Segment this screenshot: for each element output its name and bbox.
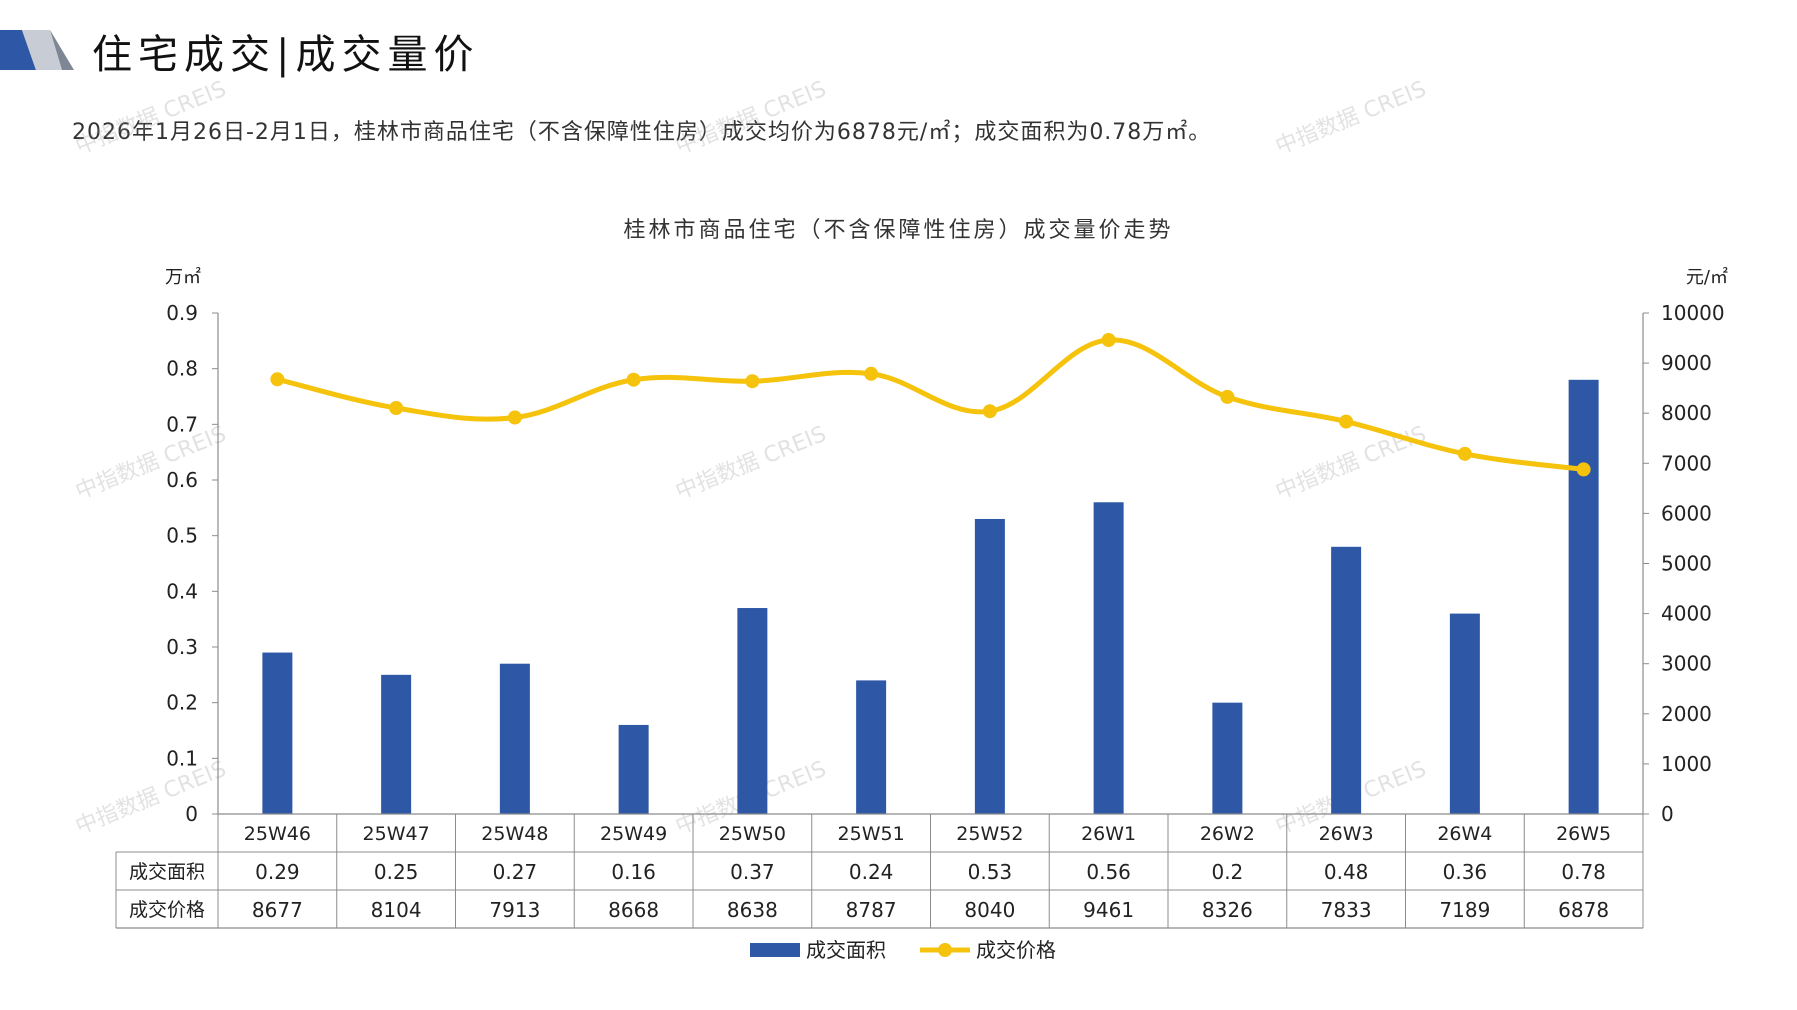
y-tick-label-left: 0.1 bbox=[166, 746, 198, 770]
y-tick-label-right: 2000 bbox=[1661, 702, 1712, 726]
bar-25W47 bbox=[381, 674, 412, 814]
price-point-25W46 bbox=[270, 372, 285, 387]
x-tick-label: 25W48 bbox=[481, 823, 548, 845]
x-tick-label: 26W3 bbox=[1319, 823, 1374, 845]
bar-25W46 bbox=[262, 652, 293, 814]
bar-25W49 bbox=[618, 724, 649, 814]
y-tick-label-left: 0.5 bbox=[166, 524, 198, 548]
price-point-26W5 bbox=[1576, 462, 1591, 477]
x-tick-label: 26W4 bbox=[1437, 823, 1492, 845]
x-tick-label: 25W46 bbox=[244, 823, 311, 845]
x-tick-label: 25W51 bbox=[838, 823, 905, 845]
y-tick-label-left: 0.4 bbox=[166, 579, 198, 603]
bar-26W1 bbox=[1093, 502, 1124, 814]
legend-swatch-marker bbox=[938, 943, 952, 957]
bar-26W3 bbox=[1331, 546, 1362, 814]
y-tick-label-right: 3000 bbox=[1661, 652, 1712, 676]
x-tick-label: 26W5 bbox=[1556, 823, 1611, 845]
y-tick-label-left: 0.2 bbox=[166, 691, 198, 715]
y-tick-label-left: 0.9 bbox=[166, 301, 198, 325]
chart-title: 桂林市商品住宅（不含保障性住房）成交量价走势 bbox=[623, 218, 1174, 243]
table-row-label: 成交面积 bbox=[129, 861, 205, 883]
logo-mark bbox=[0, 30, 74, 70]
x-tick-label: 26W2 bbox=[1200, 823, 1255, 845]
price-point-25W50 bbox=[745, 374, 760, 389]
data-label-area: 0.25 bbox=[374, 860, 419, 884]
price-point-26W3 bbox=[1339, 414, 1354, 429]
data-label-price: 8677 bbox=[252, 898, 303, 922]
data-label-price: 8638 bbox=[727, 898, 778, 922]
data-label-area: 0.27 bbox=[493, 860, 538, 884]
data-label-area: 0.48 bbox=[1324, 860, 1369, 884]
data-label-price: 7833 bbox=[1321, 898, 1372, 922]
summary-text: 2026年1月26日-2月1日，桂林市商品住宅（不含保障性住房）成交均价为687… bbox=[72, 120, 1212, 145]
x-tick-label: 25W50 bbox=[719, 823, 786, 845]
data-label-area: 0.16 bbox=[611, 860, 656, 884]
data-label-area: 0.24 bbox=[849, 860, 894, 884]
data-label-area: 0.78 bbox=[1561, 860, 1606, 884]
bar-25W51 bbox=[856, 680, 887, 814]
data-label-area: 0.37 bbox=[730, 860, 775, 884]
y-tick-label-right: 8000 bbox=[1661, 401, 1712, 425]
data-label-price: 8787 bbox=[846, 898, 897, 922]
y-axis-unit-left: 万㎡ bbox=[165, 266, 201, 288]
x-tick-label: 25W49 bbox=[600, 823, 667, 845]
bar-25W48 bbox=[499, 663, 530, 814]
bar-25W50 bbox=[737, 608, 768, 814]
y-tick-label-right: 9000 bbox=[1661, 351, 1712, 375]
page-header: 住宅成交|成交量价 2026年1月26日-2月1日，桂林市商品住宅（不含保障性住… bbox=[0, 0, 1797, 145]
price-point-26W2 bbox=[1220, 389, 1235, 404]
data-label-price: 8326 bbox=[1202, 898, 1253, 922]
data-label-price: 7913 bbox=[489, 898, 540, 922]
bar-26W2 bbox=[1212, 702, 1243, 814]
y-tick-label-left: 0.6 bbox=[166, 468, 198, 492]
y-tick-label-right: 5000 bbox=[1661, 552, 1712, 576]
price-point-26W1 bbox=[1101, 333, 1116, 348]
y-axis-unit-right: 元/㎡ bbox=[1686, 266, 1728, 288]
data-label-price: 6878 bbox=[1558, 898, 1609, 922]
x-tick-label: 26W1 bbox=[1081, 823, 1136, 845]
y-tick-label-right: 1000 bbox=[1661, 752, 1712, 776]
x-tick-label: 25W47 bbox=[363, 823, 430, 845]
price-line bbox=[274, 337, 1587, 472]
price-point-25W52 bbox=[982, 404, 997, 419]
legend-swatch-bar bbox=[750, 943, 800, 957]
data-label-area: 0.53 bbox=[968, 860, 1013, 884]
data-label-price: 9461 bbox=[1083, 898, 1134, 922]
y-tick-label-left: 0 bbox=[185, 802, 198, 826]
y-tick-label-left: 0.3 bbox=[166, 635, 198, 659]
price-point-25W47 bbox=[389, 400, 404, 415]
y-tick-label-right: 6000 bbox=[1661, 501, 1712, 525]
data-label-price: 8040 bbox=[964, 898, 1015, 922]
data-label-price: 8104 bbox=[371, 898, 422, 922]
table-row-label: 成交价格 bbox=[129, 899, 205, 921]
data-label-area: 0.56 bbox=[1086, 860, 1131, 884]
y-tick-label-right: 10000 bbox=[1661, 301, 1725, 325]
legend-label-bar: 成交面积 bbox=[806, 938, 886, 962]
data-label-area: 0.2 bbox=[1211, 860, 1243, 884]
y-tick-label-right: 7000 bbox=[1661, 451, 1712, 475]
data-label-area: 0.36 bbox=[1443, 860, 1488, 884]
x-tick-label: 25W52 bbox=[956, 823, 1023, 845]
price-point-26W4 bbox=[1457, 446, 1472, 461]
bar-26W5 bbox=[1568, 379, 1599, 814]
y-tick-label-right: 0 bbox=[1661, 802, 1674, 826]
data-label-price: 8668 bbox=[608, 898, 659, 922]
price-point-25W51 bbox=[864, 366, 879, 381]
y-tick-label-left: 0.8 bbox=[166, 357, 198, 381]
y-tick-label-left: 0.7 bbox=[166, 412, 198, 436]
bar-26W4 bbox=[1449, 613, 1480, 814]
price-point-25W49 bbox=[626, 372, 641, 387]
page-title: 住宅成交|成交量价 bbox=[92, 32, 480, 78]
price-point-25W48 bbox=[507, 410, 522, 425]
bar-25W52 bbox=[974, 518, 1005, 814]
data-label-price: 7189 bbox=[1439, 898, 1490, 922]
data-label-area: 0.29 bbox=[255, 860, 300, 884]
y-tick-label-right: 4000 bbox=[1661, 602, 1712, 626]
legend-label-line: 成交价格 bbox=[976, 938, 1056, 962]
